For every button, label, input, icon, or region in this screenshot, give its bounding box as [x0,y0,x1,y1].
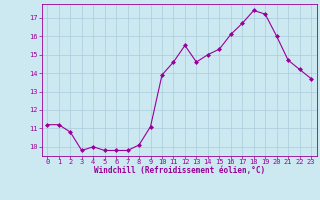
X-axis label: Windchill (Refroidissement éolien,°C): Windchill (Refroidissement éolien,°C) [94,166,265,175]
